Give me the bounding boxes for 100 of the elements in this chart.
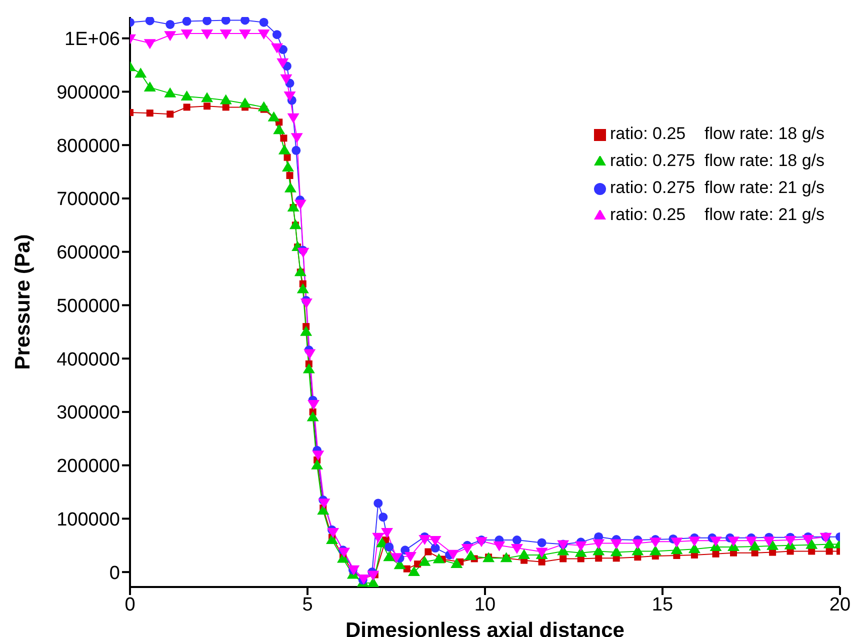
y-tick-label: 400000 xyxy=(56,349,120,370)
point xyxy=(447,550,460,560)
y-tick-label: 0 xyxy=(109,562,120,584)
point xyxy=(273,124,286,134)
point xyxy=(378,512,388,522)
point xyxy=(424,548,432,556)
point xyxy=(292,146,301,155)
point xyxy=(358,574,370,584)
y-tick-label: 200000 xyxy=(56,456,120,478)
point xyxy=(670,538,683,548)
point xyxy=(482,552,495,562)
point xyxy=(327,528,340,538)
point xyxy=(728,536,740,547)
point xyxy=(183,104,190,111)
point xyxy=(145,17,154,26)
legend-label: ratio: 0.275 flow rate: 18 g/s xyxy=(610,151,825,170)
point xyxy=(284,91,296,102)
point xyxy=(300,298,312,309)
point xyxy=(297,248,310,258)
point xyxy=(164,87,176,98)
point xyxy=(763,536,775,547)
point xyxy=(381,528,394,538)
legend-label: ratio: 0.275 flow rate: 21 g/s xyxy=(610,178,825,197)
point xyxy=(258,101,270,112)
point xyxy=(592,539,605,550)
point xyxy=(311,459,324,470)
y-tick-label: 900000 xyxy=(56,82,120,104)
point xyxy=(201,92,214,102)
point xyxy=(239,30,252,40)
point xyxy=(284,182,296,192)
y-axis-title: Pressure (Pa) xyxy=(11,234,34,370)
y-tick-label: 500000 xyxy=(56,296,120,317)
point xyxy=(632,539,644,550)
point xyxy=(802,534,814,545)
point xyxy=(164,31,176,42)
point xyxy=(204,102,211,110)
point xyxy=(688,543,700,554)
point xyxy=(348,565,360,576)
point xyxy=(326,534,338,544)
point xyxy=(461,544,474,554)
point xyxy=(403,565,410,572)
point xyxy=(475,537,488,548)
y-tick-label: 700000 xyxy=(56,189,120,210)
point xyxy=(745,536,758,547)
point xyxy=(280,74,292,84)
point xyxy=(278,144,290,154)
point xyxy=(432,553,445,564)
point xyxy=(560,555,567,562)
point xyxy=(144,81,156,92)
point xyxy=(374,498,383,508)
point xyxy=(512,536,522,545)
point xyxy=(418,556,431,566)
point xyxy=(180,30,193,40)
point xyxy=(280,134,288,142)
y-tick-label: 800000 xyxy=(56,136,120,157)
point xyxy=(317,504,330,515)
point xyxy=(450,558,463,568)
point xyxy=(610,546,622,556)
y-tick-label: 600000 xyxy=(56,242,120,264)
point xyxy=(430,544,440,553)
point xyxy=(166,20,175,29)
point xyxy=(240,17,250,25)
x-tick-label: 10 xyxy=(474,594,496,616)
point xyxy=(289,219,302,230)
point xyxy=(258,30,270,40)
point xyxy=(537,538,546,548)
point xyxy=(268,111,280,122)
point xyxy=(220,94,232,104)
point xyxy=(304,349,316,360)
point xyxy=(180,90,193,101)
x-tick-label: 5 xyxy=(302,594,313,616)
point xyxy=(493,541,506,552)
point xyxy=(166,110,174,118)
point xyxy=(429,536,442,546)
point xyxy=(766,540,779,550)
point xyxy=(538,558,546,566)
point xyxy=(259,18,268,27)
point xyxy=(201,30,214,40)
point xyxy=(286,172,294,180)
point xyxy=(390,553,402,564)
point xyxy=(338,548,350,558)
point xyxy=(287,202,300,212)
point xyxy=(296,283,309,294)
point xyxy=(312,450,324,461)
point xyxy=(372,532,384,543)
point xyxy=(282,162,294,172)
point xyxy=(300,326,312,336)
point xyxy=(276,58,289,68)
y-tick-label: 1E+06 xyxy=(64,29,120,50)
point xyxy=(823,538,836,548)
point xyxy=(294,266,306,276)
point xyxy=(367,570,380,581)
point xyxy=(302,363,315,374)
point xyxy=(595,554,602,562)
point xyxy=(464,550,477,560)
point xyxy=(308,400,320,410)
point xyxy=(284,154,291,161)
point xyxy=(688,536,700,547)
point xyxy=(574,541,587,552)
point xyxy=(649,538,662,548)
